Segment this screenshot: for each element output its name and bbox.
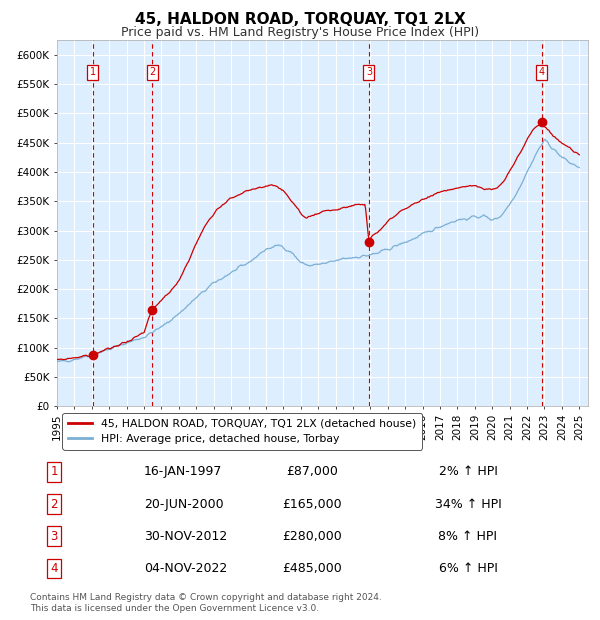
Text: 8% ↑ HPI: 8% ↑ HPI <box>439 530 497 542</box>
Text: £280,000: £280,000 <box>282 530 342 542</box>
Text: £87,000: £87,000 <box>286 466 338 478</box>
Text: 2: 2 <box>50 498 58 510</box>
Text: 20-JUN-2000: 20-JUN-2000 <box>144 498 224 510</box>
Text: 3: 3 <box>50 530 58 542</box>
Text: 4: 4 <box>539 68 545 78</box>
Text: Contains HM Land Registry data © Crown copyright and database right 2024.
This d: Contains HM Land Registry data © Crown c… <box>30 593 382 613</box>
Text: 1: 1 <box>89 68 95 78</box>
Legend: 45, HALDON ROAD, TORQUAY, TQ1 2LX (detached house), HPI: Average price, detached: 45, HALDON ROAD, TORQUAY, TQ1 2LX (detac… <box>62 413 422 450</box>
Text: 04-NOV-2022: 04-NOV-2022 <box>144 562 227 575</box>
Text: 2% ↑ HPI: 2% ↑ HPI <box>439 466 497 478</box>
Text: 30-NOV-2012: 30-NOV-2012 <box>144 530 227 542</box>
Text: 3: 3 <box>366 68 372 78</box>
Text: Price paid vs. HM Land Registry's House Price Index (HPI): Price paid vs. HM Land Registry's House … <box>121 26 479 39</box>
Text: £165,000: £165,000 <box>282 498 342 510</box>
Text: 34% ↑ HPI: 34% ↑ HPI <box>434 498 502 510</box>
Text: 4: 4 <box>50 562 58 575</box>
Text: 2: 2 <box>149 68 155 78</box>
Text: 16-JAN-1997: 16-JAN-1997 <box>144 466 223 478</box>
Text: 45, HALDON ROAD, TORQUAY, TQ1 2LX: 45, HALDON ROAD, TORQUAY, TQ1 2LX <box>134 12 466 27</box>
Text: 1: 1 <box>50 466 58 478</box>
Text: 6% ↑ HPI: 6% ↑ HPI <box>439 562 497 575</box>
Text: £485,000: £485,000 <box>282 562 342 575</box>
